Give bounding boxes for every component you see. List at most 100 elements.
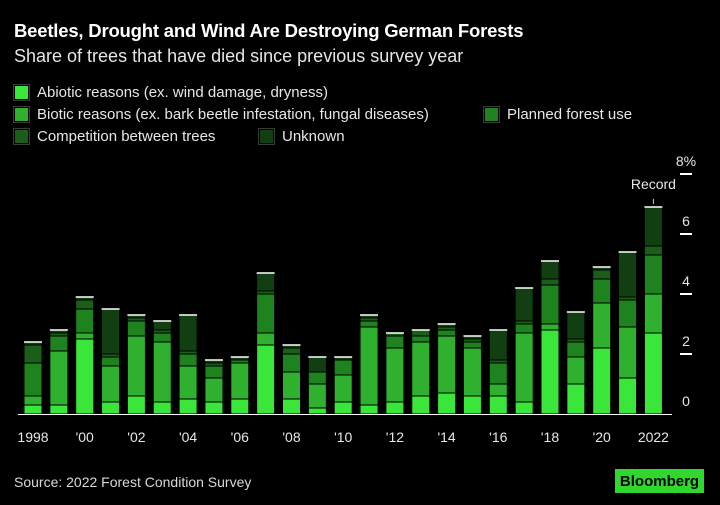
bar-segment-2010-1 — [333, 374, 353, 403]
bar-segment-2022-2 — [643, 254, 663, 295]
bar-segment-2015-2 — [462, 341, 482, 349]
bar-segment-1999-2 — [49, 335, 69, 352]
bar-segment-2000-1 — [75, 332, 95, 340]
legend-label-unknown: Unknown — [282, 128, 345, 145]
bar-segment-2018-2 — [540, 284, 560, 325]
bar-segment-2012-1 — [385, 347, 405, 403]
bar-segment-2011-0 — [359, 404, 379, 415]
y-tick-label-8: 8% — [676, 153, 696, 169]
legend-item-abiotic: Abiotic reasons (ex. wind damage, drynes… — [14, 84, 328, 101]
bar-segment-2013-1 — [411, 341, 431, 397]
bar-segment-2022-3 — [643, 245, 663, 256]
bar-segment-2000-3 — [75, 299, 95, 310]
x-tick-label-2004: '04 — [179, 429, 197, 445]
legend-item-competition: Competition between trees — [14, 128, 215, 145]
bar-segment-2019-0 — [566, 383, 586, 415]
bar-segment-2021-0 — [618, 377, 638, 415]
y-tick-label-2: 2 — [682, 333, 690, 349]
legend-swatch-biotic — [14, 107, 29, 122]
bar-segment-2013-0 — [411, 395, 431, 415]
bar-segment-2016-4 — [488, 329, 508, 361]
bar-segment-2017-2 — [514, 323, 534, 334]
y-tick-label-4: 4 — [682, 273, 690, 289]
bar-segment-2010-2 — [333, 359, 353, 376]
legend-item-planned: Planned forest use — [484, 106, 632, 123]
bar-segment-2002-2 — [126, 320, 146, 337]
bar-segment-2007-1 — [256, 332, 276, 346]
bar-segment-2005-0 — [204, 401, 224, 415]
bar-segment-2018-4 — [540, 260, 560, 280]
bar-segment-2001-1 — [101, 365, 121, 403]
bar-segment-2008-0 — [282, 398, 301, 415]
bar-segment-2015-1 — [462, 347, 482, 397]
bar-segment-2022-1 — [643, 293, 663, 334]
bar-segment-2009-2 — [307, 371, 327, 385]
source-note: Source: 2022 Forest Condition Survey — [14, 474, 252, 490]
bar-segment-2014-2 — [437, 329, 457, 337]
bar-segment-2020-3 — [592, 269, 612, 280]
bar-segment-2006-1 — [230, 362, 250, 400]
legend-swatch-planned — [484, 107, 499, 122]
legend-swatch-unknown — [259, 129, 274, 144]
bar-segment-2021-1 — [618, 326, 638, 379]
legend-swatch-abiotic — [14, 85, 29, 100]
bar-segment-2006-0 — [230, 398, 250, 415]
bar-segment-2022-0 — [643, 332, 663, 415]
bar-segment-2000-2 — [75, 308, 95, 334]
bar-segment-2016-1 — [488, 383, 508, 397]
bar-segment-2004-1 — [178, 365, 198, 400]
x-tick-label-2022: 2022 — [638, 429, 669, 445]
bar-segment-2021-4 — [618, 251, 638, 298]
legend-item-biotic: Biotic reasons (ex. bark beetle infestat… — [14, 106, 429, 123]
bloomberg-logo: Bloomberg — [615, 469, 704, 493]
bar-segment-2011-2 — [359, 320, 379, 328]
bar-segment-2001-4 — [101, 308, 121, 355]
bar-segment-2016-2 — [488, 362, 508, 385]
bar-segment-1998-3 — [23, 344, 43, 364]
bar-segment-2009-1 — [307, 383, 327, 409]
bar-segment-2003-2 — [152, 332, 172, 343]
x-tick-label-2006: '06 — [231, 429, 249, 445]
bar-segment-2009-0 — [307, 407, 327, 415]
y-tick-label-6: 6 — [682, 213, 690, 229]
x-tick-label-2012: '12 — [386, 429, 404, 445]
bar-segment-2007-0 — [256, 344, 276, 415]
bar-segment-2005-2 — [204, 365, 224, 379]
bar-segment-2008-3 — [282, 347, 301, 355]
x-tick-label-1998: 1998 — [17, 429, 48, 445]
bar-segment-1998-1 — [23, 395, 43, 406]
bar-segment-2002-1 — [126, 335, 146, 397]
bar-segment-2020-0 — [592, 347, 612, 415]
x-tick-label-2008: '08 — [282, 429, 300, 445]
bar-segment-2003-0 — [152, 401, 172, 415]
bar-segment-2009-4 — [307, 356, 327, 373]
bar-segment-2004-2 — [178, 353, 198, 367]
bar-segment-2017-4 — [514, 287, 534, 322]
x-tick-label-2002: '02 — [127, 429, 145, 445]
bar-segment-2018-1 — [540, 323, 560, 331]
x-tick-label-2016: '16 — [489, 429, 507, 445]
bar-segment-2001-0 — [101, 401, 121, 415]
bar-segment-2011-1 — [359, 326, 379, 406]
bar-segment-1999-1 — [49, 350, 69, 406]
bar-segment-2017-0 — [514, 401, 534, 415]
record-annotation: Record — [631, 176, 676, 192]
bar-segment-2004-0 — [178, 398, 198, 415]
chart-subtitle: Share of trees that have died since prev… — [14, 46, 464, 66]
x-tick-label-2014: '14 — [437, 429, 455, 445]
bar-segment-2000-0 — [75, 338, 95, 415]
bar-segment-2007-2 — [256, 293, 276, 334]
bar-segment-1998-2 — [23, 362, 43, 397]
legend-label-biotic: Biotic reasons (ex. bark beetle infestat… — [37, 106, 429, 123]
bar-segment-2008-1 — [282, 371, 301, 400]
bar-segment-2015-0 — [462, 395, 482, 415]
bar-segment-2003-4 — [152, 320, 172, 331]
bar-segment-2018-3 — [540, 278, 560, 286]
bar-segment-2004-4 — [178, 314, 198, 352]
bar-segment-2019-1 — [566, 356, 586, 385]
bar-segment-2012-2 — [385, 335, 405, 349]
x-tick-label-2010: '10 — [334, 429, 352, 445]
bar-segment-2016-0 — [488, 395, 508, 415]
bar-segment-2014-0 — [437, 392, 457, 415]
